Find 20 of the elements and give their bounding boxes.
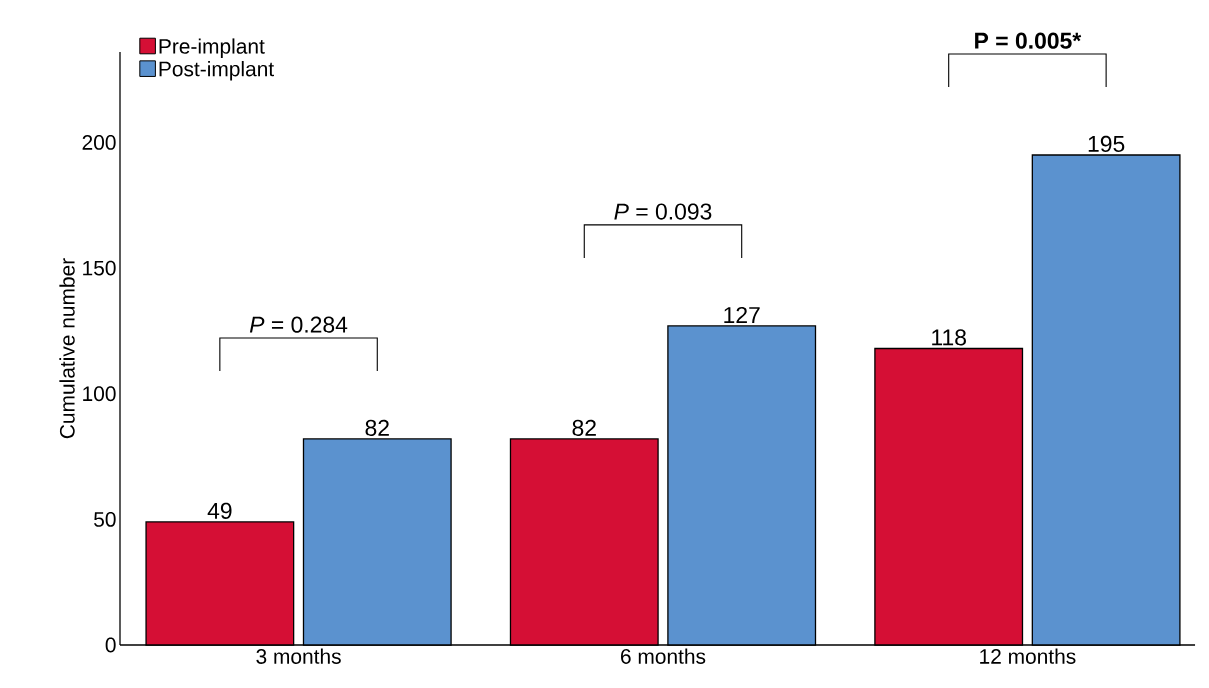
y-tick-label: 200 [82, 135, 116, 150]
x-tick-label: 6 months [621, 648, 706, 664]
legend-label: Post-implant [159, 61, 274, 81]
x-tick-label: 12 months [980, 648, 1076, 664]
data-label: 195 [1088, 135, 1125, 153]
data-label: 118 [932, 329, 966, 346]
y-tick-label: 50 [94, 511, 116, 527]
annotation: P = 0.284 [249, 316, 348, 333]
y-axis-title: Cumulative number [59, 258, 75, 439]
data-label: 82 [365, 419, 389, 436]
x-tick-label: 3 months [256, 648, 341, 664]
text: P = 0.005* [975, 32, 1082, 49]
legend-label: Pre-implant [159, 38, 265, 58]
data-label: 127 [724, 306, 760, 323]
y-tick-label: 0 [105, 637, 116, 653]
y-tick-label: 150 [83, 260, 116, 276]
y-tick-label: 100 [83, 386, 116, 402]
annotation: P = 0.093 [614, 203, 712, 220]
data-label: 49 [207, 502, 232, 519]
data-label: 82 [572, 419, 596, 436]
